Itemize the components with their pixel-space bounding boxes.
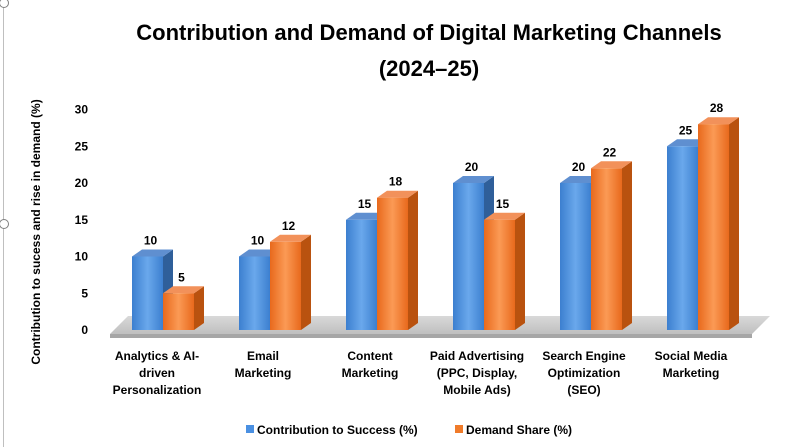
y-tick-label: 15 xyxy=(75,213,89,227)
bar-side xyxy=(622,161,632,330)
bar xyxy=(270,234,311,330)
bar-front xyxy=(377,197,408,330)
legend-item[interactable]: Contribution to Success (%) xyxy=(246,423,418,437)
bar-front xyxy=(453,183,484,330)
bar-side xyxy=(408,190,418,330)
data-label: 28 xyxy=(710,101,724,115)
resize-handle-top[interactable] xyxy=(0,0,9,8)
bar-top xyxy=(698,117,739,125)
bar-side xyxy=(194,286,204,330)
bar xyxy=(377,190,418,330)
x-category-label: Search Engine Optimization (SEO) xyxy=(542,349,626,397)
bar-front xyxy=(346,219,377,330)
bar-side xyxy=(301,234,311,330)
chart-title-line2: (2024–25) xyxy=(379,56,479,81)
bar-side xyxy=(729,117,739,330)
bar-front xyxy=(132,256,163,330)
bar-side xyxy=(515,212,525,330)
bar xyxy=(163,286,204,330)
x-category-label: Email Marketing xyxy=(235,349,292,380)
chart-floor-edge xyxy=(110,334,752,338)
bar-front xyxy=(698,124,729,330)
y-axis-label: Contribution to sucess and rise in deman… xyxy=(29,99,43,364)
bar-top xyxy=(591,161,632,169)
y-tick-label: 20 xyxy=(75,176,89,190)
x-category-label: Social Media Marketing xyxy=(655,349,728,380)
data-label: 25 xyxy=(679,123,693,137)
bar-front xyxy=(667,146,698,330)
data-label: 10 xyxy=(144,234,158,248)
y-tick-label: 10 xyxy=(75,250,89,264)
chart-title-line1: Contribution and Demand of Digital Marke… xyxy=(136,20,721,45)
x-category-label: Analytics & AI-driven Personalization xyxy=(113,349,202,397)
legend-swatch xyxy=(455,425,463,433)
bar-front xyxy=(560,183,591,330)
x-category-label: Paid Advertising (PPC, Display, Mobile Ads… xyxy=(430,349,524,397)
y-tick-label: 25 xyxy=(75,139,89,153)
x-category-label: Content Marketing xyxy=(342,349,399,380)
data-label: 5 xyxy=(178,270,185,284)
bar xyxy=(591,161,632,330)
legend-swatch xyxy=(246,425,254,433)
bar-top xyxy=(377,190,418,198)
data-label: 10 xyxy=(251,234,265,248)
data-label: 15 xyxy=(496,197,510,211)
y-tick-label: 30 xyxy=(75,103,89,117)
bar-top xyxy=(132,249,173,257)
bar-top xyxy=(163,286,204,294)
bar-top xyxy=(270,234,311,242)
data-label: 15 xyxy=(358,197,372,211)
resize-handle-middle[interactable] xyxy=(0,219,9,229)
bar-front xyxy=(484,219,515,330)
data-label: 12 xyxy=(282,219,296,233)
bar-top xyxy=(453,176,494,183)
bar-top xyxy=(667,139,708,147)
bar xyxy=(484,212,525,330)
bar-top xyxy=(239,249,280,257)
y-tick-label: 5 xyxy=(81,286,88,300)
y-tick-label: 0 xyxy=(81,323,88,337)
bar-top xyxy=(560,176,601,183)
data-label: 20 xyxy=(572,160,586,174)
bar-front xyxy=(163,293,194,330)
legend-label: Demand Share (%) xyxy=(466,423,572,437)
bar-front xyxy=(270,241,301,330)
bar xyxy=(698,117,739,330)
bar-front xyxy=(591,168,622,330)
data-label: 22 xyxy=(603,145,617,159)
data-label: 20 xyxy=(465,160,479,174)
legend-label: Contribution to Success (%) xyxy=(257,423,418,437)
bar-front xyxy=(239,256,270,330)
bar-top xyxy=(484,212,525,220)
legend-item[interactable]: Demand Share (%) xyxy=(455,423,572,437)
bar-top xyxy=(346,212,387,220)
data-label: 18 xyxy=(389,175,403,189)
